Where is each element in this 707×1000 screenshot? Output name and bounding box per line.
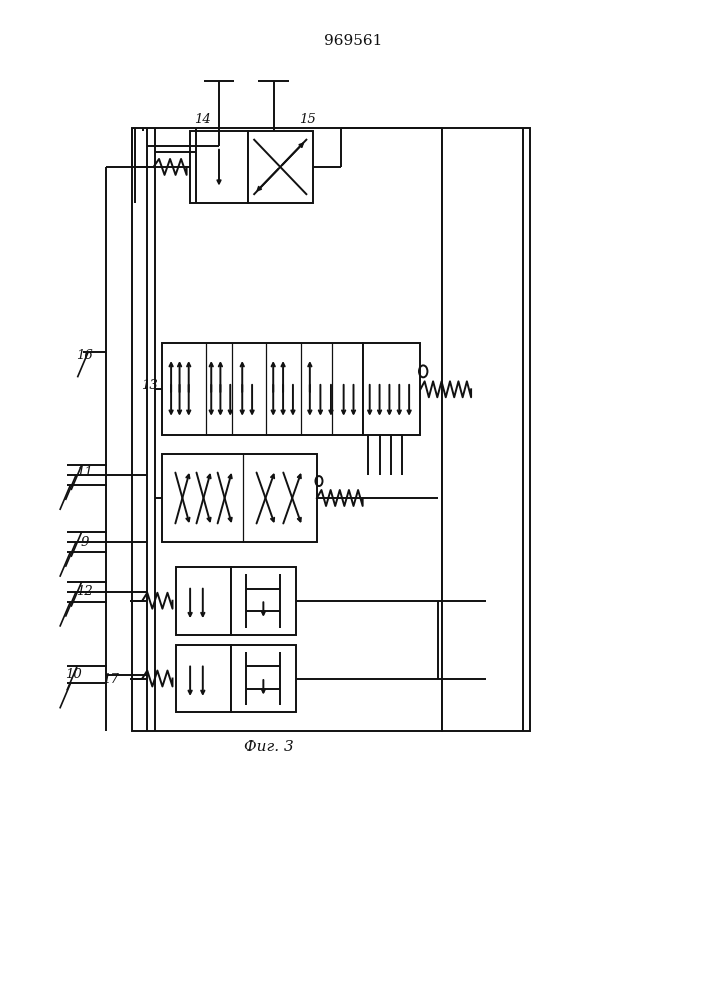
Bar bbox=[176, 645, 231, 712]
Bar bbox=[231, 645, 296, 712]
Bar bbox=[190, 131, 248, 203]
Text: 13: 13 bbox=[141, 379, 158, 392]
Text: 17: 17 bbox=[103, 673, 119, 686]
Text: Фиг. 3: Фиг. 3 bbox=[244, 740, 294, 754]
Bar bbox=[162, 343, 363, 435]
Text: 10: 10 bbox=[65, 668, 81, 681]
Bar bbox=[176, 567, 231, 635]
Text: 969561: 969561 bbox=[325, 34, 382, 48]
Text: 15: 15 bbox=[299, 113, 316, 126]
Text: 14: 14 bbox=[194, 113, 211, 126]
Bar bbox=[248, 131, 312, 203]
Bar bbox=[132, 128, 442, 731]
Text: 11: 11 bbox=[76, 466, 93, 479]
Text: 16: 16 bbox=[76, 349, 93, 362]
Bar bbox=[231, 567, 296, 635]
Bar bbox=[363, 343, 421, 435]
Text: 9: 9 bbox=[81, 536, 88, 549]
Bar bbox=[442, 128, 530, 731]
Bar bbox=[162, 454, 317, 542]
Text: 12: 12 bbox=[76, 585, 93, 598]
